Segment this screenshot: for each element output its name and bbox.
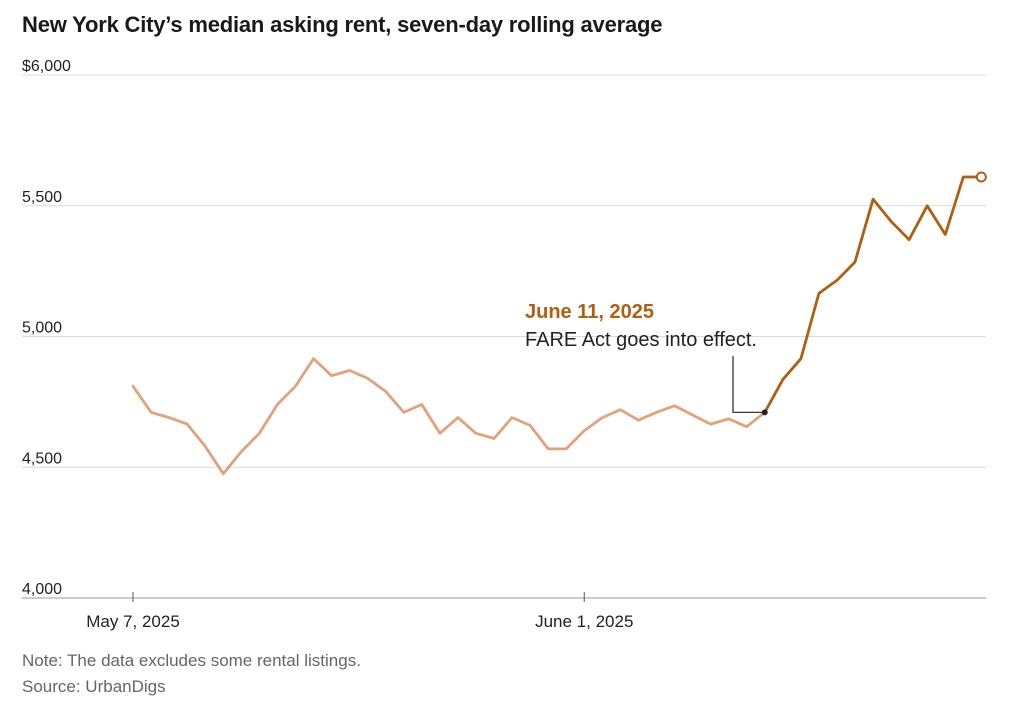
- annotation: June 11, 2025 FARE Act goes into effect.: [525, 301, 768, 416]
- y-tick-label: 5,500: [22, 189, 62, 206]
- x-tick-label: May 7, 2025: [86, 612, 180, 631]
- annotation-leader-line: [732, 356, 765, 413]
- chart-note: Note: The data excludes some rental list…: [22, 651, 361, 670]
- annotation-text: FARE Act goes into effect.: [525, 329, 757, 351]
- y-axis-ticks: $6,000 5,500 5,000 4,500 4,000: [22, 58, 71, 598]
- series-line-after: [763, 175, 983, 414]
- x-tick-label: June 1, 2025: [535, 612, 633, 631]
- y-tick-label: 4,500: [22, 450, 62, 467]
- gridlines: [22, 74, 986, 599]
- series-line-before: [131, 357, 767, 476]
- end-point-marker: [975, 171, 987, 183]
- chart-title: New York City’s median asking rent, seve…: [22, 12, 663, 37]
- chart-source: Source: UrbanDigs: [22, 677, 166, 696]
- annotation-point: [761, 409, 768, 416]
- y-tick-label: 4,000: [22, 581, 62, 598]
- y-tick-label: $6,000: [22, 58, 71, 75]
- x-axis: May 7, 2025 June 1, 2025: [86, 592, 633, 631]
- y-tick-label: 5,000: [22, 320, 62, 337]
- annotation-date: June 11, 2025: [525, 301, 654, 323]
- series-lines: [131, 171, 987, 476]
